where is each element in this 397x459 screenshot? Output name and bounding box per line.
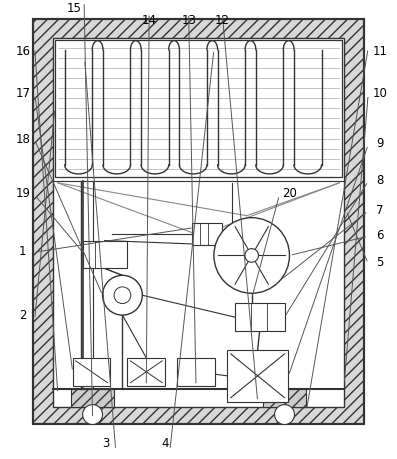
Text: 20: 20 — [282, 187, 297, 200]
Circle shape — [102, 276, 142, 315]
Text: 14: 14 — [142, 14, 157, 27]
Bar — [33, 20, 364, 425]
Text: 4: 4 — [161, 436, 169, 449]
Circle shape — [275, 405, 295, 425]
Text: 10: 10 — [373, 87, 387, 100]
Text: 1: 1 — [19, 244, 27, 257]
Bar — [227, 350, 289, 402]
Text: 8: 8 — [376, 174, 384, 186]
Text: 3: 3 — [102, 436, 110, 449]
Bar — [55, 40, 342, 178]
Text: 16: 16 — [15, 45, 30, 58]
Bar — [73, 358, 110, 386]
Bar — [71, 389, 114, 407]
Text: 11: 11 — [373, 45, 387, 58]
Circle shape — [214, 218, 289, 294]
Bar — [83, 241, 127, 269]
Bar — [235, 303, 285, 331]
Bar — [192, 223, 222, 245]
Bar — [53, 39, 344, 407]
Bar — [127, 358, 165, 386]
Bar — [263, 389, 306, 407]
Text: 2: 2 — [19, 308, 27, 321]
Circle shape — [83, 405, 102, 425]
Text: 18: 18 — [15, 132, 30, 146]
Bar — [33, 20, 364, 425]
Text: 12: 12 — [215, 14, 230, 27]
Text: 13: 13 — [181, 14, 196, 27]
Text: 17: 17 — [15, 87, 30, 100]
Text: 9: 9 — [376, 137, 384, 150]
Circle shape — [114, 287, 131, 304]
Bar — [177, 358, 215, 386]
Circle shape — [245, 249, 258, 263]
Text: 19: 19 — [15, 187, 30, 200]
Text: 15: 15 — [67, 2, 81, 15]
Text: 5: 5 — [376, 256, 384, 269]
Text: 6: 6 — [376, 228, 384, 241]
Text: 7: 7 — [376, 203, 384, 216]
